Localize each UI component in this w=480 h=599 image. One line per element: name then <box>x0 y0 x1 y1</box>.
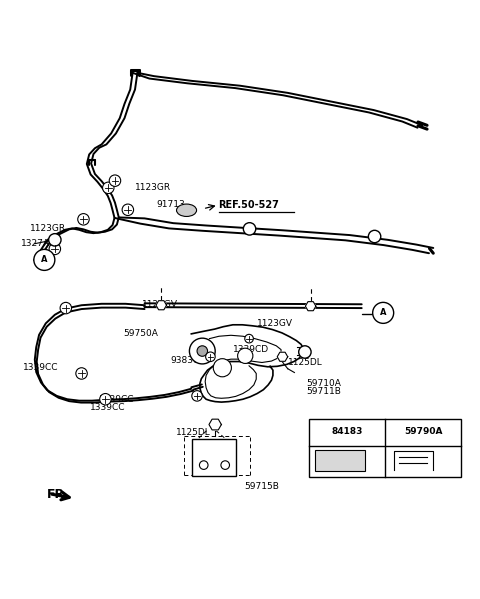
Circle shape <box>100 394 111 405</box>
Bar <box>192 439 236 476</box>
Text: 1327AE: 1327AE <box>21 238 55 248</box>
Circle shape <box>372 302 394 323</box>
Bar <box>315 450 364 471</box>
Text: 93830: 93830 <box>171 356 200 365</box>
Circle shape <box>199 461 208 470</box>
Text: REF.50-527: REF.50-527 <box>218 201 279 210</box>
Circle shape <box>60 302 72 314</box>
Circle shape <box>213 359 231 377</box>
Text: 1339CC: 1339CC <box>99 395 135 404</box>
Circle shape <box>122 204 133 216</box>
Text: A: A <box>41 255 48 264</box>
Circle shape <box>299 346 311 358</box>
Text: 1339CC: 1339CC <box>90 403 125 412</box>
Text: 91713: 91713 <box>156 199 185 208</box>
Text: 59711B: 59711B <box>306 386 341 395</box>
Text: 1123GV: 1123GV <box>142 300 178 308</box>
Text: FR.: FR. <box>47 488 70 501</box>
Circle shape <box>49 243 60 255</box>
Circle shape <box>190 338 215 364</box>
Text: 1123GR: 1123GR <box>30 225 66 234</box>
Bar <box>309 419 461 477</box>
Text: 59790A: 59790A <box>404 427 442 436</box>
Text: 59750A: 59750A <box>123 329 158 338</box>
Polygon shape <box>209 419 221 430</box>
Circle shape <box>103 182 114 193</box>
Text: 1339CD: 1339CD <box>233 345 269 354</box>
Circle shape <box>34 249 55 270</box>
Circle shape <box>48 234 61 246</box>
Text: 1125DL: 1125DL <box>176 428 210 437</box>
Circle shape <box>368 230 381 243</box>
Circle shape <box>205 352 215 362</box>
Ellipse shape <box>177 204 197 216</box>
Circle shape <box>76 368 87 379</box>
Text: A: A <box>380 308 386 317</box>
Polygon shape <box>277 352 288 361</box>
Text: 59710A: 59710A <box>306 379 341 388</box>
Circle shape <box>109 175 120 186</box>
Text: 1339CC: 1339CC <box>23 363 59 372</box>
Circle shape <box>197 346 207 356</box>
Circle shape <box>221 461 229 470</box>
Circle shape <box>78 214 89 225</box>
Text: 59715B: 59715B <box>245 482 280 491</box>
Circle shape <box>192 391 202 401</box>
Circle shape <box>243 223 256 235</box>
Polygon shape <box>305 302 316 311</box>
Circle shape <box>238 348 253 364</box>
Text: 84183: 84183 <box>332 427 363 436</box>
Text: 1123GV: 1123GV <box>257 319 293 328</box>
Polygon shape <box>156 301 167 310</box>
Circle shape <box>245 334 253 343</box>
Text: 1123GR: 1123GR <box>135 183 171 192</box>
Text: 1125DL: 1125DL <box>288 358 323 367</box>
